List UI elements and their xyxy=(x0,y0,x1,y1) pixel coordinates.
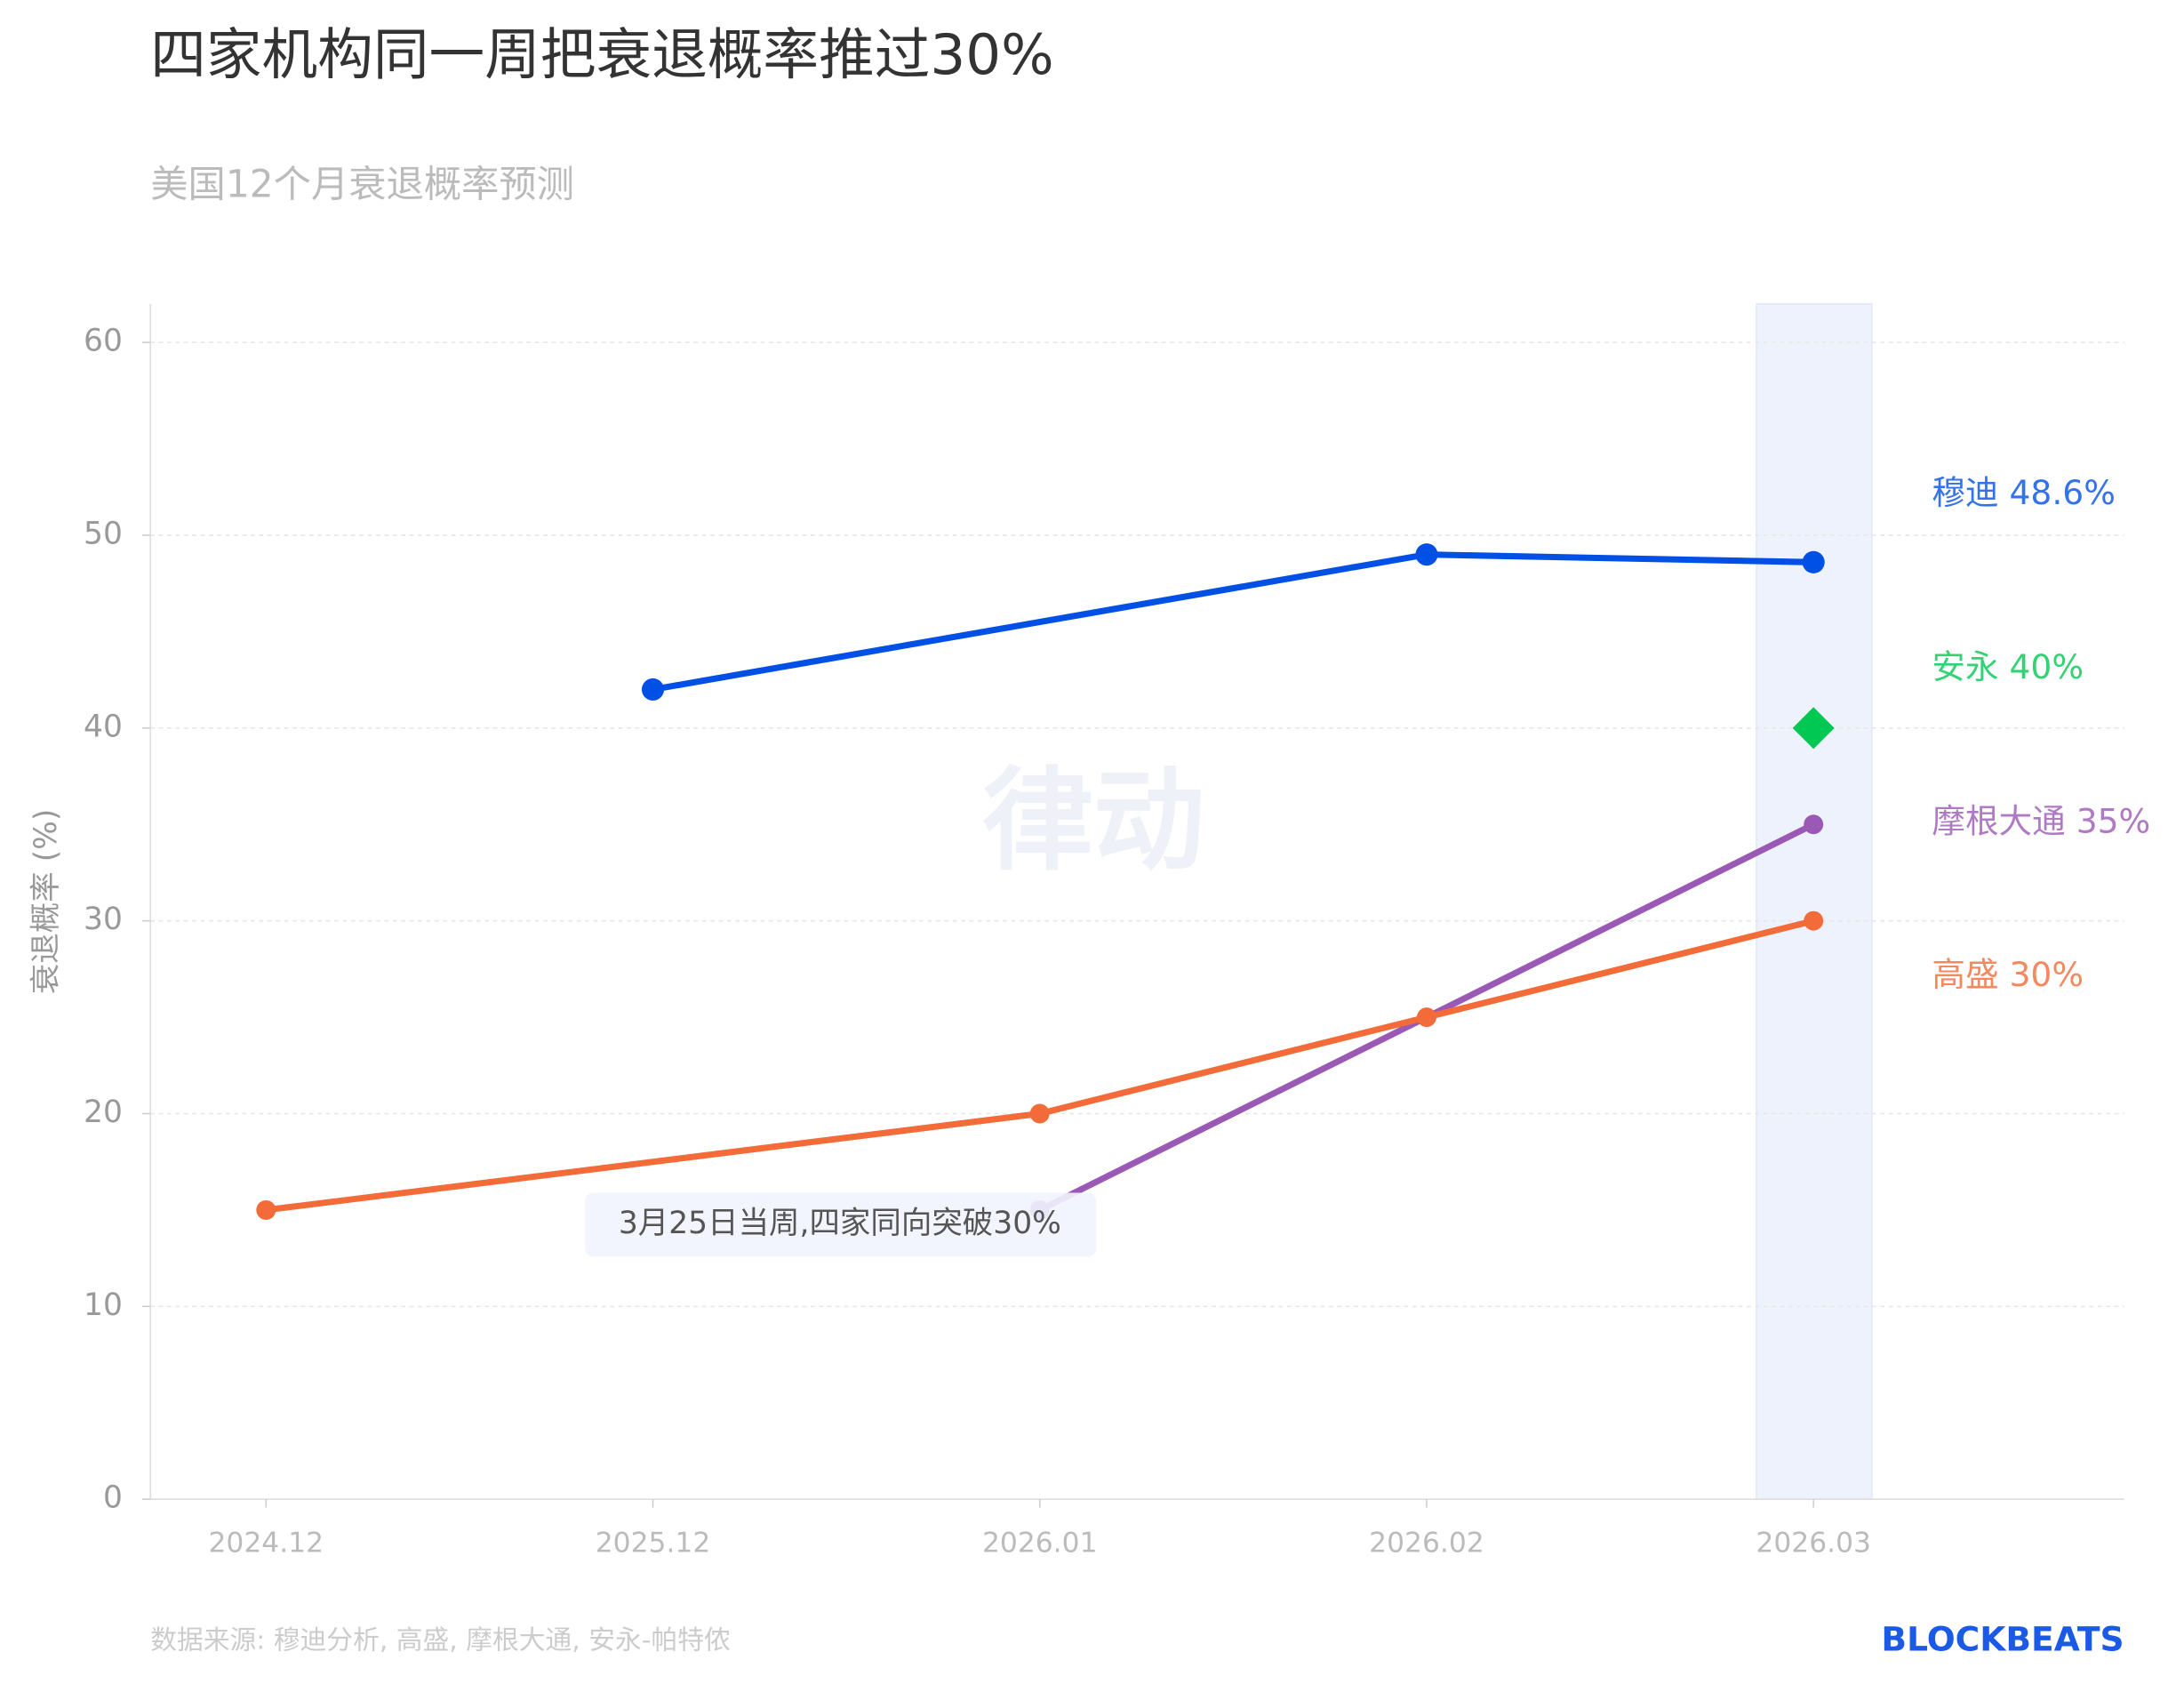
y-tick-label: 10 xyxy=(84,1287,123,1323)
data-point xyxy=(256,1199,276,1220)
x-tick-label: 2025.12 xyxy=(596,1527,711,1559)
highlight-band xyxy=(1756,302,1873,1500)
logo: BLOCKBEATS xyxy=(1881,1620,2124,1659)
series-line xyxy=(265,918,1815,1214)
x-tick-label: 2026.02 xyxy=(1369,1527,1484,1559)
series-end-label: 安永 40% xyxy=(1932,647,2084,686)
data-point xyxy=(1804,814,1824,835)
y-tick-label: 30 xyxy=(84,902,123,937)
chart-subtitle: 美国12个月衰退概率预测 xyxy=(150,163,574,206)
chart-title: 四家机构同一周把衰退概率推过30% xyxy=(150,22,1053,87)
y-tick-label: 60 xyxy=(84,324,123,359)
data-point xyxy=(1029,1103,1050,1124)
x-tick-label: 2024.12 xyxy=(209,1527,324,1559)
data-point xyxy=(1802,550,1825,573)
source-note: 数据来源: 穆迪分析, 高盛, 摩根大通, 安永-帕特侬 xyxy=(150,1625,731,1656)
x-tick-label: 2026.03 xyxy=(1756,1527,1871,1559)
annotation: 3月25日当周,四家同向突破30% xyxy=(619,1206,1061,1241)
y-tick-label: 50 xyxy=(84,516,123,551)
x-tick-label: 2026.01 xyxy=(982,1527,1098,1559)
watermark: 律动 xyxy=(982,757,1205,886)
data-point xyxy=(641,678,665,701)
series-end-label: 摩根大通 35% xyxy=(1932,802,2150,841)
y-tick-label: 20 xyxy=(84,1095,123,1130)
y-axis-label: 衰退概率 (%) xyxy=(28,809,64,994)
data-point xyxy=(1792,707,1835,750)
y-tick-label: 0 xyxy=(103,1480,123,1516)
annotation-box xyxy=(585,1192,1097,1257)
series-end-label: 穆迪 48.6% xyxy=(1932,473,2116,512)
series-end-label: 高盛 30% xyxy=(1932,955,2084,994)
y-tick-label: 40 xyxy=(84,709,123,744)
data-point xyxy=(1416,1007,1436,1028)
series-line xyxy=(652,551,1814,693)
data-point xyxy=(1415,543,1438,566)
data-point xyxy=(1804,910,1824,931)
